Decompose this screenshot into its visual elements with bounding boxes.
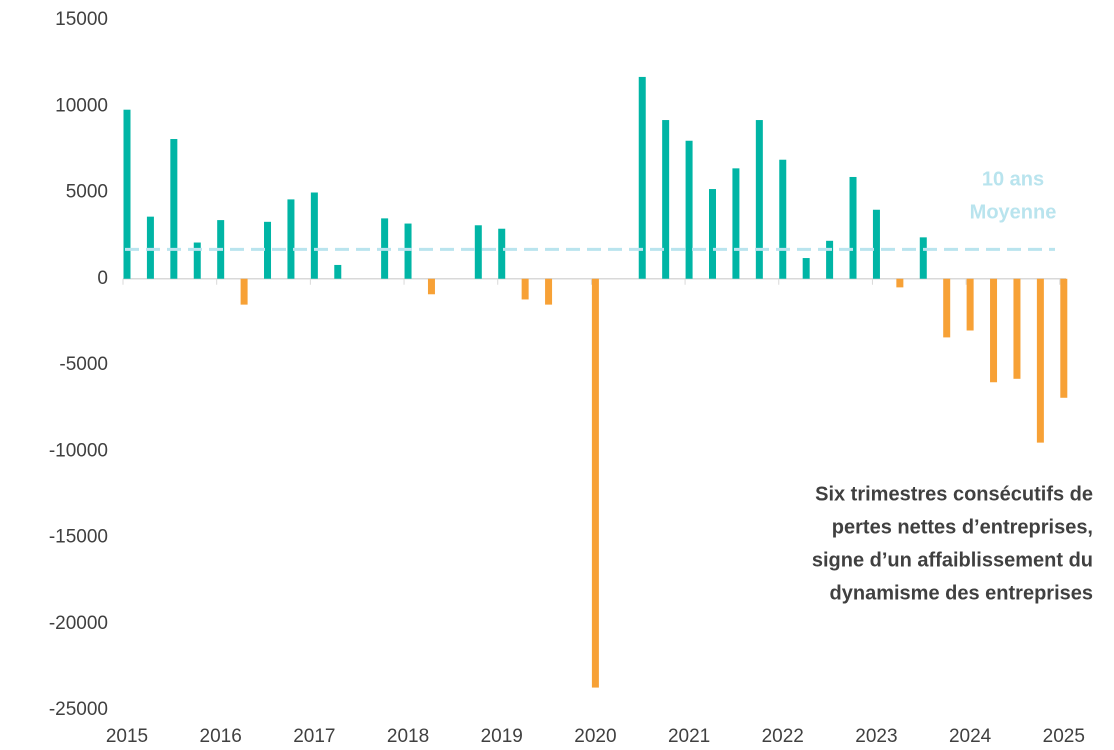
bar — [591, 278, 599, 688]
x-tick-label: 2025 — [1043, 726, 1085, 747]
bar — [1060, 278, 1068, 398]
x-tick-label: 2019 — [481, 726, 523, 747]
bar — [240, 278, 248, 305]
x-tick-label: 2022 — [762, 726, 804, 747]
bar — [123, 109, 131, 279]
bar — [310, 192, 318, 279]
x-tick-label: 2023 — [855, 726, 897, 747]
bar — [521, 278, 529, 300]
bar — [170, 139, 178, 279]
bar — [264, 221, 272, 279]
x-tick-label: 2015 — [106, 726, 148, 747]
x-tick-label: 2024 — [949, 726, 992, 747]
bar — [990, 278, 998, 383]
bar — [709, 189, 716, 279]
x-tick-label: 2017 — [293, 726, 335, 747]
bar — [498, 228, 506, 279]
bar — [1013, 278, 1021, 379]
bar — [427, 278, 435, 295]
average-label: Moyenne — [970, 201, 1057, 223]
annotation: pertes nettes d’entreprises, — [832, 516, 1093, 538]
y-tick-label: 10000 — [55, 95, 108, 116]
y-tick-label: -10000 — [49, 440, 108, 461]
bar — [545, 278, 553, 305]
bar — [1036, 278, 1044, 443]
y-tick-label: -15000 — [49, 527, 108, 548]
x-tick-label: 2020 — [574, 726, 616, 747]
annotation: dynamisme des entreprises — [830, 582, 1093, 604]
bar — [732, 168, 740, 279]
y-tick-label: 5000 — [66, 182, 108, 203]
x-tick-label: 2021 — [668, 726, 710, 747]
bar — [849, 176, 857, 279]
bar — [662, 120, 670, 279]
annotation: Six trimestres consécutifs de — [815, 483, 1093, 505]
bar — [404, 223, 412, 279]
bar — [919, 237, 927, 279]
bar — [685, 140, 693, 279]
bar — [943, 278, 951, 338]
bar — [966, 278, 974, 331]
bar — [146, 216, 154, 279]
y-tick-label: 0 — [97, 268, 108, 289]
x-tick-label: 2018 — [387, 726, 429, 747]
y-tick-label: -25000 — [49, 699, 108, 720]
bar — [896, 278, 904, 288]
y-tick-label: -20000 — [49, 613, 108, 634]
bar — [287, 199, 295, 279]
y-tick-label: -5000 — [59, 354, 108, 375]
bar — [802, 258, 810, 279]
bar — [755, 120, 763, 279]
average-label: 10 ans — [982, 168, 1044, 190]
bar — [638, 76, 646, 279]
bar — [826, 240, 834, 279]
y-tick-label: 15000 — [55, 9, 108, 30]
x-tick-label: 2016 — [200, 726, 242, 747]
annotation: signe d’un affaiblissement du — [812, 549, 1093, 571]
bar — [872, 209, 880, 279]
bar — [474, 225, 482, 279]
bar — [779, 159, 787, 279]
bar — [193, 242, 201, 279]
bar — [334, 264, 342, 279]
